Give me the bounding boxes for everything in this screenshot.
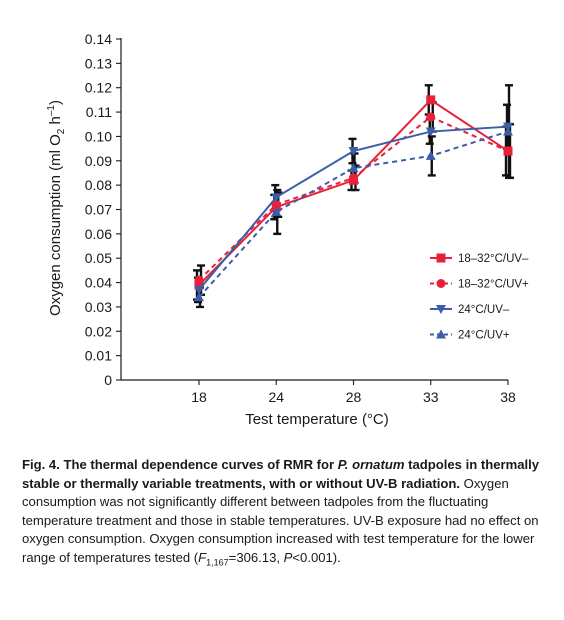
legend-label: 24°C/UV– [458, 304, 510, 316]
data-point [504, 147, 513, 156]
y-tick-label: 0.05 [85, 250, 112, 266]
y-tick-label: 0.09 [85, 153, 112, 169]
x-tick-label: 28 [346, 389, 362, 405]
data-point [349, 173, 358, 182]
y-tick-label: 0 [104, 372, 112, 388]
x-tick-label: 38 [500, 389, 516, 405]
legend-item: 18–32°C/UV– [430, 253, 529, 265]
error-bars-2 [197, 102, 514, 294]
data-point [195, 276, 204, 285]
data-point [349, 147, 359, 156]
figure-caption: Fig. 4. The thermal dependence curves of… [22, 456, 544, 572]
y-tick-label: 0.13 [85, 55, 112, 71]
y-tick-label: 0.02 [85, 323, 112, 339]
legend-marker [437, 254, 446, 263]
error-bars-4 [196, 85, 513, 307]
y-tick-label: 0.11 [86, 104, 112, 120]
error-bars-1 [193, 85, 510, 299]
oxygen-consumption-chart: 0 0.01 0.02 0.03 0.04 0.05 0.06 0.07 0.08 0.09 0.1… [0, 0, 564, 440]
data-point [426, 112, 435, 121]
error-bars-3 [194, 105, 511, 302]
series-3 [194, 123, 513, 295]
data-point [426, 151, 436, 160]
legend-item: 24°C/UV– [430, 304, 510, 316]
legend-label: 18–32°C/UV+ [458, 279, 529, 291]
y-tick-label: 0.12 [85, 80, 112, 96]
series-layer [193, 85, 514, 307]
data-point [194, 292, 204, 301]
legend-marker [437, 279, 446, 288]
legend-item: 24°C/UV+ [430, 330, 510, 342]
y-tick-label: 0.06 [85, 226, 112, 242]
y-tick-label: 0.04 [85, 275, 112, 291]
axes: 0 0.01 0.02 0.03 0.04 0.05 0.06 0.07 0.08 0.09 0.1… [85, 31, 516, 405]
y-tick-label: 0.14 [85, 31, 112, 47]
y-tick-label: 0.10 [85, 128, 112, 144]
legend: 18–32°C/UV– 18–32°C/UV+ 24°C/UV– 24°C/UV+ [430, 253, 529, 342]
y-tick-label: 0.08 [85, 177, 112, 193]
data-point [426, 95, 435, 104]
x-tick-label: 24 [268, 389, 284, 405]
legend-label: 18–32°C/UV– [458, 253, 529, 265]
y-axis-title: Oxygen consumption (ml O2 h–1) [46, 100, 67, 316]
legend-item: 18–32°C/UV+ [430, 279, 529, 291]
legend-label: 24°C/UV+ [458, 330, 510, 342]
x-tick-label: 18 [191, 389, 207, 405]
y-tick-label: 0.03 [85, 299, 112, 315]
y-tick-label: 0.07 [85, 202, 112, 218]
x-tick-label: 33 [423, 389, 439, 405]
y-tick-label: 0.01 [85, 348, 112, 364]
x-axis-title: Test temperature (°C) [245, 411, 389, 428]
